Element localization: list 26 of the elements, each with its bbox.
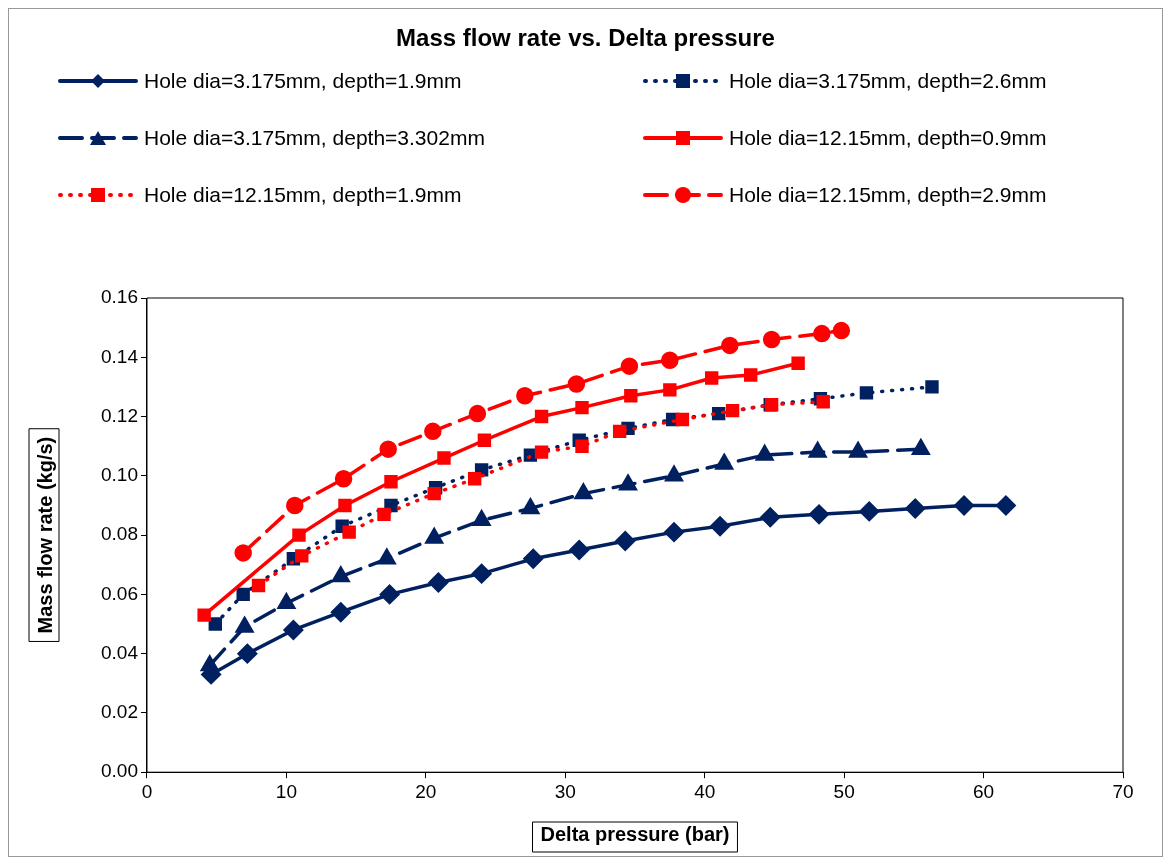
legend-label: Hole dia=12.15mm, depth=2.9mm	[729, 183, 1047, 207]
y-tick-label: 0.00	[101, 760, 138, 782]
y-tick-label: 0.04	[101, 641, 139, 663]
y-tick-label: 0.12	[101, 404, 138, 426]
x-tick-label: 10	[275, 780, 297, 802]
y-tick-label: 0.14	[101, 345, 139, 367]
x-tick-label: 60	[973, 780, 995, 802]
legend-label: Hole dia=3.175mm, depth=1.9mm	[144, 69, 462, 93]
legend-label: Hole dia=3.175mm, depth=2.6mm	[729, 69, 1047, 93]
x-tick-label: 0	[141, 780, 153, 802]
x-tick-label: 50	[833, 780, 855, 802]
x-tick-label: 70	[1112, 780, 1134, 802]
legend-label: Hole dia=12.15mm, depth=0.9mm	[729, 126, 1047, 150]
chart-title: Mass flow rate vs. Delta pressure	[395, 24, 776, 52]
x-tick-label: 20	[415, 780, 437, 802]
y-tick-label: 0.16	[101, 286, 138, 308]
x-tick-label: 40	[694, 780, 716, 802]
y-tick-label: 0.06	[101, 582, 138, 604]
x-tick-label: 30	[554, 780, 576, 802]
y-tick-label: 0.02	[101, 701, 138, 723]
legend-label: Hole dia=12.15mm, depth=1.9mm	[144, 183, 462, 207]
y-tick-label: 0.10	[101, 464, 138, 486]
y-tick-label: 0.08	[101, 523, 138, 545]
legend-label: Hole dia=3.175mm, depth=3.302mm	[144, 126, 485, 150]
y-axis-title: Mass flow rate (kg/s)	[33, 436, 56, 634]
x-axis-title: Delta pressure (bar)	[540, 822, 730, 845]
